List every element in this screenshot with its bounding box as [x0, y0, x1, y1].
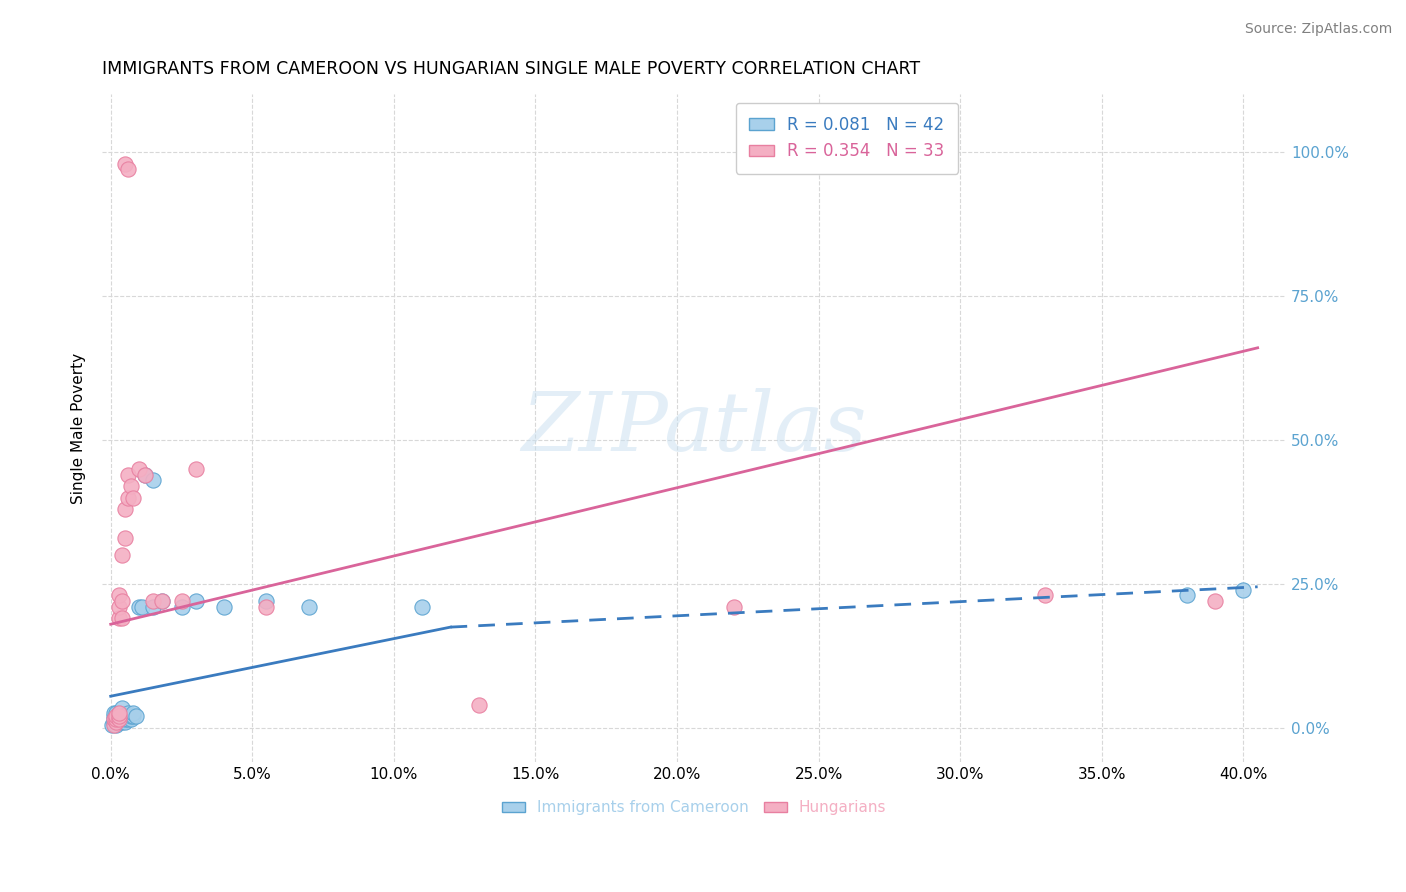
Point	[103, 718, 125, 732]
Point	[142, 473, 165, 487]
Point	[170, 594, 193, 608]
Point	[108, 709, 131, 723]
Point	[108, 599, 131, 614]
Point	[120, 709, 142, 723]
Point	[108, 706, 131, 721]
Point	[108, 715, 131, 730]
Point	[184, 461, 207, 475]
Text: Source: ZipAtlas.com: Source: ZipAtlas.com	[1244, 22, 1392, 37]
Point	[103, 706, 125, 721]
Point	[298, 599, 321, 614]
Point	[1033, 589, 1056, 603]
Point	[150, 594, 173, 608]
Point	[103, 709, 125, 723]
Point	[111, 548, 134, 562]
Point	[105, 712, 128, 726]
Point	[111, 715, 134, 730]
Point	[128, 461, 150, 475]
Point	[1175, 589, 1198, 603]
Point	[103, 712, 125, 726]
Point	[105, 712, 128, 726]
Point	[105, 715, 128, 730]
Point	[170, 599, 193, 614]
Point	[134, 467, 156, 482]
Point	[122, 491, 145, 505]
Point	[111, 594, 134, 608]
Legend: Immigrants from Cameroon, Hungarians: Immigrants from Cameroon, Hungarians	[495, 795, 893, 822]
Point	[1232, 582, 1254, 597]
Point	[150, 594, 173, 608]
Point	[114, 502, 136, 516]
Point	[117, 709, 139, 723]
Point	[103, 712, 125, 726]
Point	[117, 491, 139, 505]
Point	[142, 599, 165, 614]
Point	[723, 599, 745, 614]
Point	[108, 706, 131, 721]
Point	[105, 706, 128, 721]
Point	[111, 709, 134, 723]
Point	[114, 531, 136, 545]
Point	[256, 594, 278, 608]
Point	[212, 599, 235, 614]
Point	[114, 709, 136, 723]
Point	[120, 712, 142, 726]
Point	[114, 156, 136, 170]
Point	[1204, 594, 1226, 608]
Point	[142, 594, 165, 608]
Y-axis label: Single Male Poverty: Single Male Poverty	[72, 353, 86, 504]
Point	[114, 712, 136, 726]
Point	[108, 709, 131, 723]
Point	[117, 467, 139, 482]
Point	[122, 706, 145, 721]
Point	[114, 715, 136, 730]
Point	[256, 599, 278, 614]
Point	[117, 162, 139, 177]
Point	[103, 716, 125, 731]
Point	[117, 712, 139, 726]
Point	[101, 718, 124, 732]
Text: IMMIGRANTS FROM CAMEROON VS HUNGARIAN SINGLE MALE POVERTY CORRELATION CHART: IMMIGRANTS FROM CAMEROON VS HUNGARIAN SI…	[103, 60, 921, 78]
Point	[105, 718, 128, 732]
Point	[111, 611, 134, 625]
Point	[134, 467, 156, 482]
Point	[184, 594, 207, 608]
Point	[122, 709, 145, 723]
Point	[108, 589, 131, 603]
Point	[120, 479, 142, 493]
Point	[108, 712, 131, 726]
Point	[117, 706, 139, 721]
Point	[108, 611, 131, 625]
Point	[125, 709, 148, 723]
Point	[468, 698, 491, 712]
Point	[128, 599, 150, 614]
Point	[111, 700, 134, 714]
Point	[105, 709, 128, 723]
Text: ZIPatlas: ZIPatlas	[522, 388, 868, 468]
Point	[105, 715, 128, 730]
Point	[131, 599, 153, 614]
Point	[411, 599, 433, 614]
Point	[108, 712, 131, 726]
Point	[105, 709, 128, 723]
